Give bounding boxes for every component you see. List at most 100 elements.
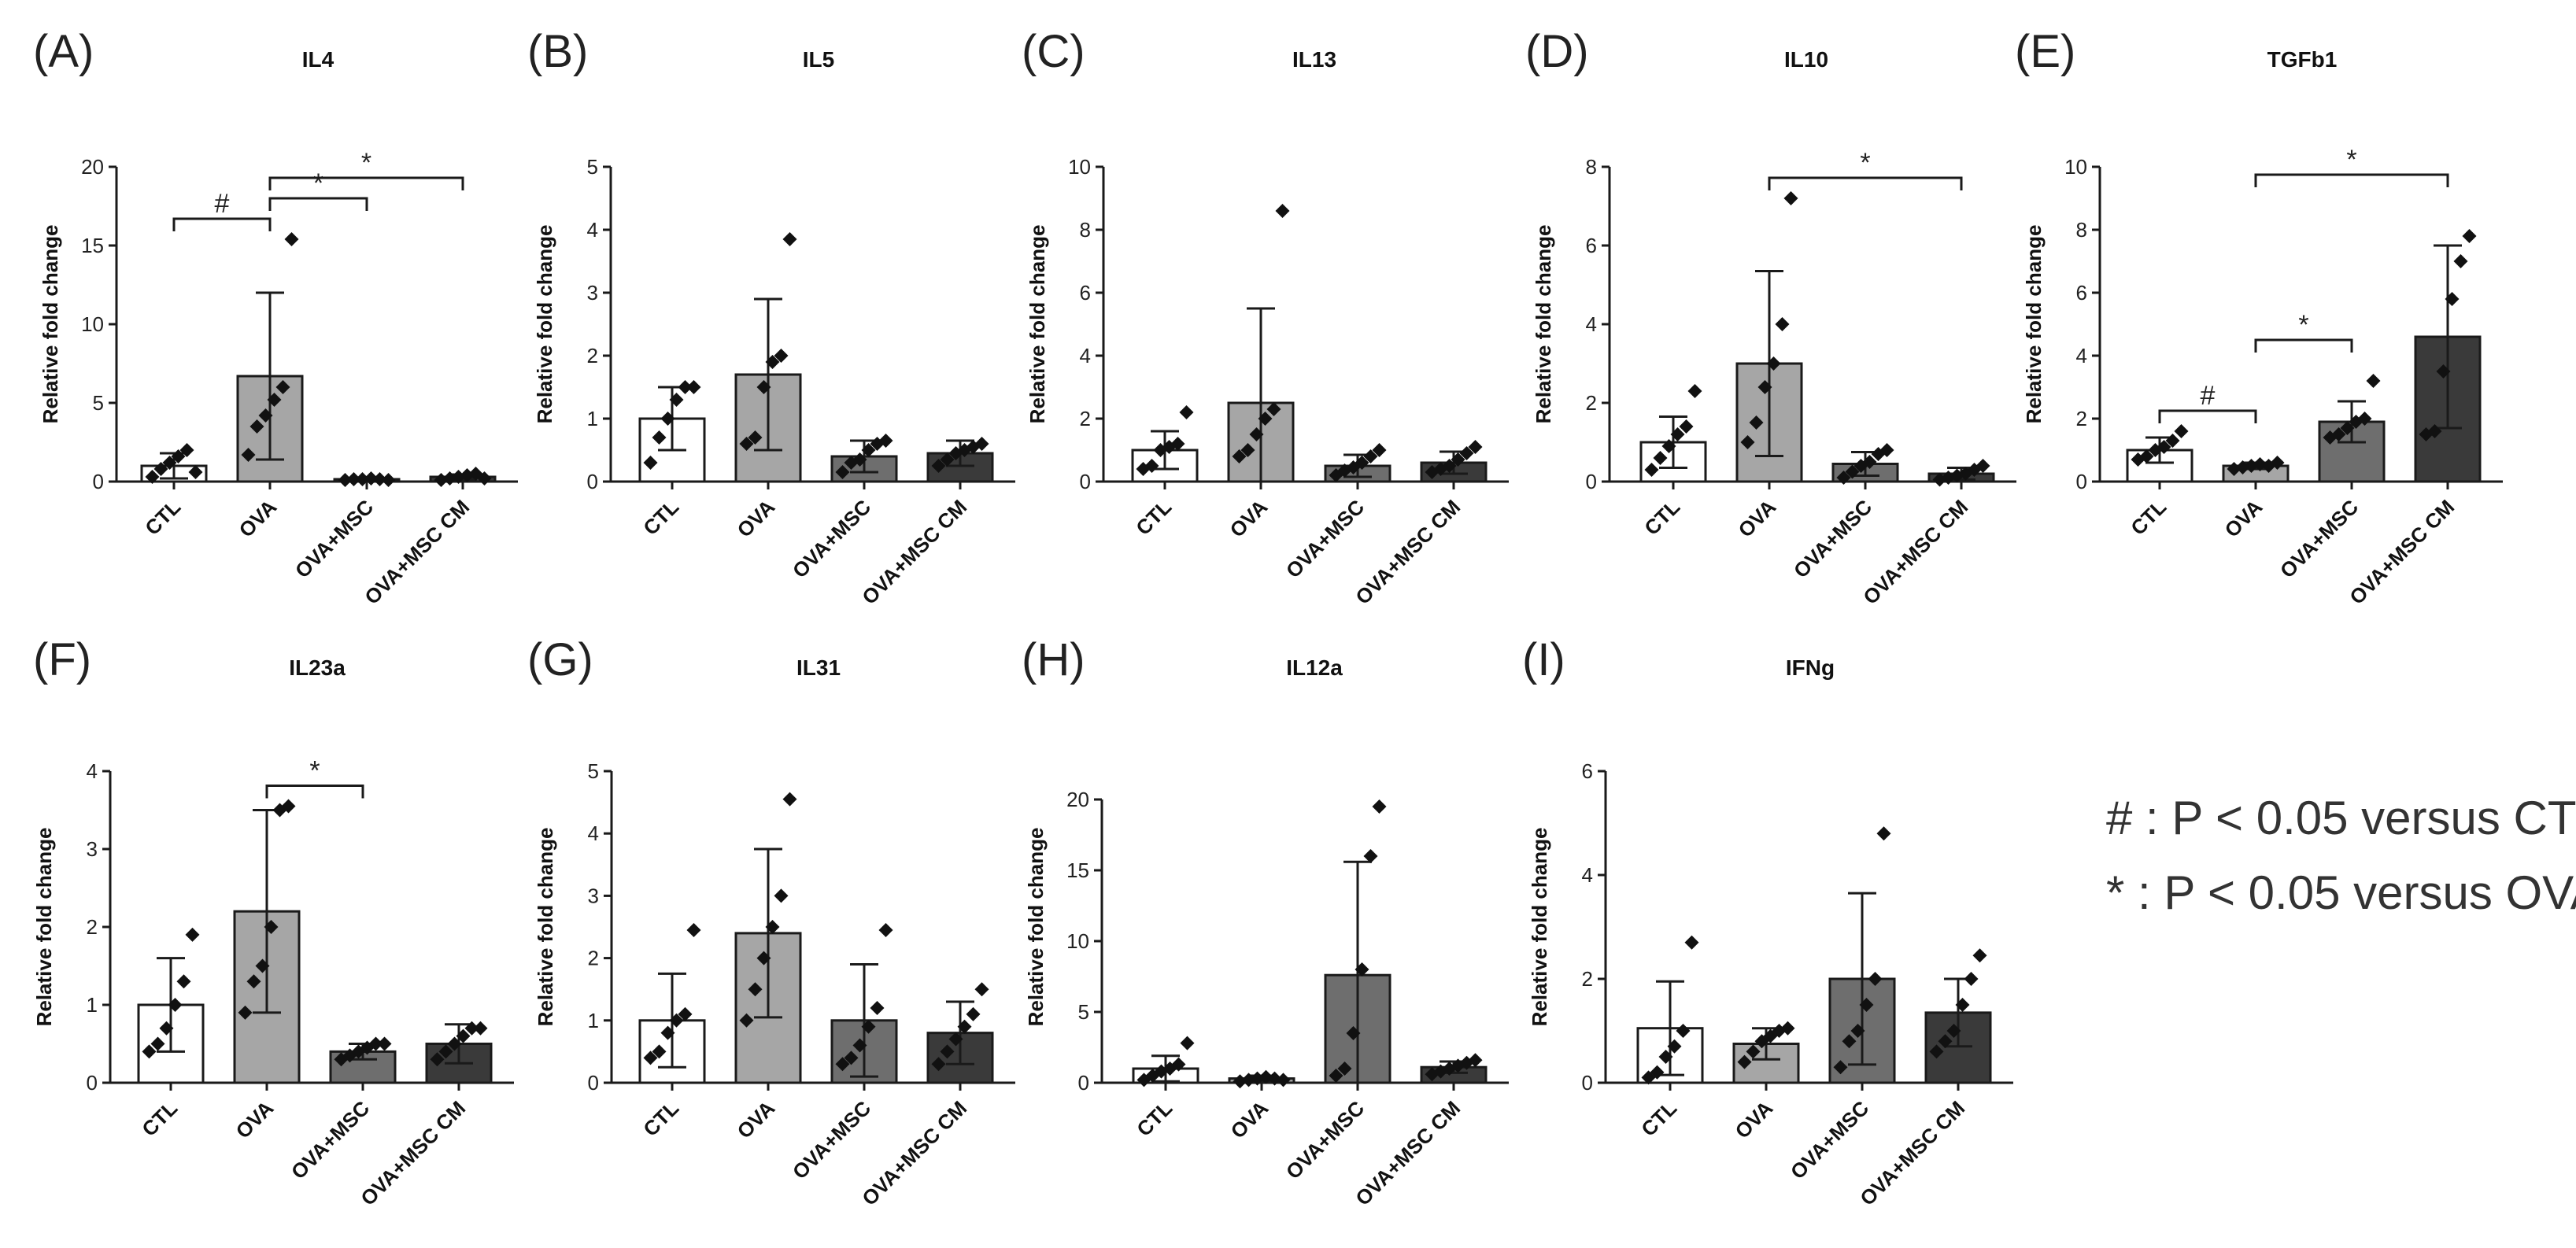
y-axis-label: Relative fold change [534, 828, 557, 1027]
data-point [1859, 998, 1874, 1012]
data-point [1372, 443, 1387, 457]
y-tick-label: 8 [1586, 155, 1597, 179]
data-point [1337, 1062, 1352, 1076]
y-tick-label: 2 [1080, 407, 1091, 430]
data-point [756, 951, 771, 966]
y-axis-label: Relative fold change [1024, 828, 1048, 1027]
data-point [447, 1036, 462, 1051]
significance-bracket [268, 197, 368, 211]
category-label: OVA [231, 1096, 279, 1143]
data-point [835, 465, 850, 479]
legend-hash-note: # : P < 0.05 versus CTL [2106, 792, 2576, 844]
y-axis-label: Relative fold change [1528, 828, 1551, 1027]
data-point [1684, 935, 1699, 950]
category-label: OVA+MSC [290, 495, 378, 582]
data-point [1964, 972, 1979, 986]
data-point [2270, 456, 2285, 470]
y-tick-label: 6 [1582, 759, 1593, 783]
y-tick-label: 10 [2064, 155, 2087, 179]
data-point [179, 443, 194, 457]
category-label: OVA+MSC [788, 1096, 875, 1183]
data-point [246, 974, 261, 989]
category-label: OVA [1225, 495, 1273, 542]
y-axis-label: Relative fold change [1026, 225, 1049, 424]
data-point [1459, 446, 1474, 460]
data-point [2174, 424, 2189, 438]
y-tick-label: 2 [2076, 407, 2087, 430]
data-point [1749, 415, 1764, 430]
data-point [1249, 427, 1264, 441]
category-label: CTL [1636, 1096, 1681, 1141]
data-point [150, 1036, 165, 1051]
data-point [1276, 1073, 1291, 1087]
data-point [1363, 449, 1378, 463]
data-point [168, 998, 183, 1012]
data-point [931, 1057, 946, 1072]
category-label: CTL [137, 1096, 182, 1141]
data-point [2331, 427, 2346, 441]
data-point [652, 430, 667, 445]
data-point [678, 380, 693, 394]
y-tick-label: 3 [588, 884, 599, 907]
data-point [1862, 455, 1877, 469]
y-tick-label: 6 [1586, 234, 1597, 257]
chart-title: IL13 [1292, 47, 1336, 72]
data-point [686, 922, 701, 937]
panel-label: (C) [1022, 26, 1085, 77]
significance-mark: * [2346, 145, 2356, 175]
data-point [1737, 1054, 1752, 1069]
data-point [940, 452, 955, 467]
data-point [2157, 440, 2171, 454]
category-label: OVA [733, 495, 780, 542]
data-point [1757, 380, 1772, 394]
data-point [275, 380, 290, 394]
data-point [1676, 1024, 1691, 1038]
y-tick-label: 4 [1080, 344, 1091, 367]
data-point [1679, 419, 1694, 434]
data-point [381, 473, 396, 487]
y-tick-label: 8 [2076, 218, 2087, 242]
y-tick-label: 10 [1066, 929, 1089, 953]
data-point [338, 473, 353, 487]
category-label: OVA [733, 1096, 780, 1143]
data-point [1833, 1060, 1848, 1075]
y-tick-label: 1 [588, 1009, 599, 1032]
panel-label: (H) [1022, 634, 1085, 685]
significance-mark: * [361, 148, 371, 178]
data-point [739, 1013, 754, 1028]
data-point [974, 982, 989, 997]
panel-label: (E) [2015, 26, 2075, 77]
y-tick-label: 0 [87, 1071, 98, 1095]
data-point [153, 462, 168, 476]
y-tick-label: 2 [588, 947, 599, 970]
panel-label: (D) [1525, 26, 1589, 77]
data-point [368, 1036, 383, 1051]
category-label: CTL [2126, 495, 2171, 540]
data-point [678, 1006, 693, 1021]
panel-label: (F) [33, 634, 91, 685]
category-label: OVA+MSC [788, 495, 875, 582]
data-point [652, 1044, 667, 1059]
data-point [255, 958, 270, 973]
data-point [782, 792, 797, 807]
data-point [1258, 1069, 1273, 1084]
data-point [185, 927, 200, 942]
data-point [1938, 1034, 1953, 1049]
significance-mark: * [2298, 310, 2308, 340]
data-point [372, 472, 387, 486]
data-point [765, 920, 780, 934]
data-point [844, 1050, 859, 1065]
data-point [1975, 459, 1990, 473]
y-axis-label: Relative fold change [533, 225, 556, 424]
category-label: CTL [638, 1096, 683, 1141]
data-point [765, 355, 780, 369]
data-point [176, 974, 191, 989]
data-point [878, 922, 893, 937]
category-label: CTL [1639, 495, 1684, 540]
data-point [249, 419, 264, 434]
data-point [1355, 456, 1369, 470]
y-tick-label: 15 [81, 234, 104, 257]
data-point [1783, 191, 1798, 205]
significance-mark: * [313, 168, 323, 198]
data-point [477, 471, 492, 486]
